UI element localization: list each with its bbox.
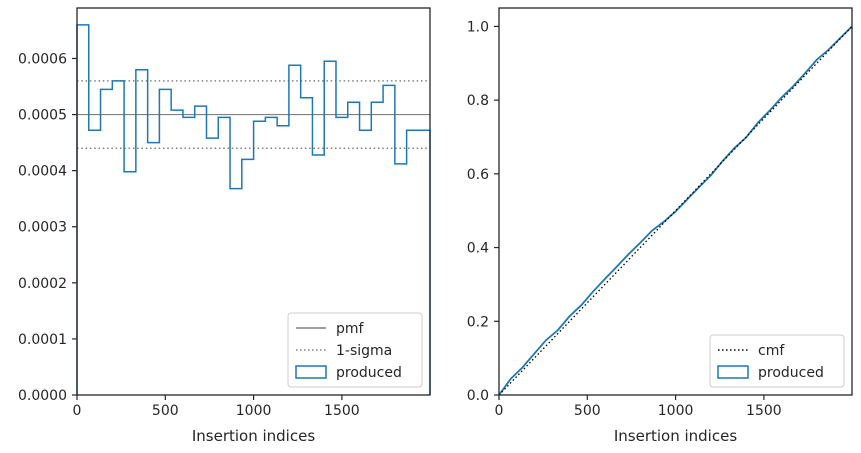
y-tick-label: 0.0000 <box>18 388 67 404</box>
y-tick-label: 0.0004 <box>18 164 67 180</box>
legend-box <box>287 312 423 388</box>
plot-frame <box>498 7 853 396</box>
legend: pmf 1-sigma produced <box>287 312 423 388</box>
x-tick-label: 1500 <box>324 403 360 419</box>
y-tick-label: 0.0003 <box>18 220 67 236</box>
y-tick-label: 0.0 <box>467 388 489 404</box>
produced-cumulative-line <box>498 25 853 396</box>
legend-label-pmf: pmf <box>336 321 365 337</box>
x-axis-label: Insertion indices <box>192 427 315 445</box>
legend-label-produced: produced <box>336 365 402 381</box>
legend-box <box>709 334 845 388</box>
right-chart-cumulative: 0 500 1000 1500 0.0 0.2 0.4 0.6 0.8 1.0 Insertion … <box>467 7 853 445</box>
legend-label-1-sigma: 1-sigma <box>336 343 392 359</box>
legend-label-cmf: cmf <box>758 343 785 359</box>
legend: cmf produced <box>709 334 845 388</box>
y-tick-label: 0.2 <box>467 314 489 330</box>
y-tick-label: 0.0002 <box>18 276 67 292</box>
legend-swatch-produced <box>717 365 749 379</box>
y-tick-label: 1.0 <box>467 19 489 35</box>
y-tick-label: 0.6 <box>467 167 489 183</box>
plot-frame <box>76 7 431 396</box>
left-chart-histogram: 0 500 1000 1500 0.0000 0.0001 0.0002 0.0003 0.00… <box>18 7 431 445</box>
legend-label-produced: produced <box>758 365 824 381</box>
x-tick-label: 500 <box>152 403 179 419</box>
legend-swatch-produced <box>295 365 327 379</box>
x-tick-label: 1500 <box>746 403 782 419</box>
x-tick-label: 1000 <box>236 403 272 419</box>
produced-histogram-step <box>76 24 431 395</box>
y-tick-label: 0.0001 <box>18 332 67 348</box>
x-axis-label: Insertion indices <box>614 427 737 445</box>
y-tick-label: 0.8 <box>467 93 489 109</box>
x-tick-label: 1000 <box>658 403 694 419</box>
x-tick-label: 500 <box>574 403 601 419</box>
y-tick-label: 0.0006 <box>18 51 67 67</box>
x-tick-label: 0 <box>495 403 504 419</box>
x-tick-label: 0 <box>73 403 82 419</box>
y-tick-label: 0.0005 <box>18 108 67 124</box>
y-tick-label: 0.4 <box>467 241 489 257</box>
cmf-line <box>498 25 853 396</box>
